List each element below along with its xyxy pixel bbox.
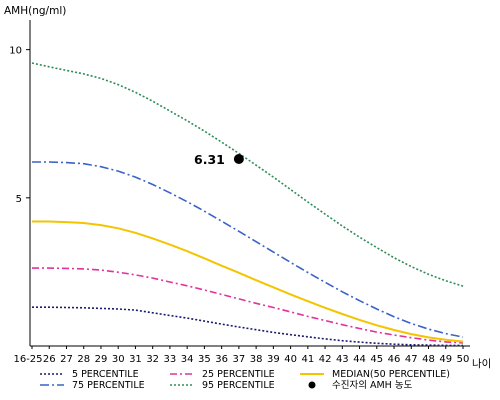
y-axis-title: AMH(ng/ml) xyxy=(4,5,66,17)
x-tick-label: 47 xyxy=(405,354,418,365)
x-tick-label: 32 xyxy=(146,354,159,365)
highlight-value-label: 6.31 xyxy=(194,152,225,167)
legend-label-3: 75 PERCENTILE xyxy=(72,380,145,391)
x-tick-label: 37 xyxy=(233,354,246,365)
x-tick-label: 45 xyxy=(370,354,383,365)
x-tick-label: 43 xyxy=(336,354,349,365)
x-tick-label: 27 xyxy=(60,354,73,365)
x-ticks: 16-25 26 27 28 29 30 31 32 33 34 35 36 37 38 39 40 41 42 4… xyxy=(13,346,469,365)
y-tick-label: 10 xyxy=(9,46,22,57)
highlight-point xyxy=(233,153,244,164)
series-line-1 xyxy=(32,267,464,344)
legend-label-2: MEDIAN(50 PERCENTILE) xyxy=(332,369,450,380)
x-tick-label: 44 xyxy=(353,354,366,365)
series-line-4 xyxy=(31,62,464,287)
legend-highlight-swatch xyxy=(308,381,316,389)
legend: 5 PERCENTILE 25 PERCENTILE MEDIAN(50 PERCE… xyxy=(40,369,450,391)
y-tick-label: 5 xyxy=(16,194,22,205)
x-tick-label: 48 xyxy=(422,354,435,365)
legend-label-1: 25 PERCENTILE xyxy=(202,369,275,380)
series-line-3 xyxy=(32,161,464,338)
x-tick-label: 30 xyxy=(112,354,125,365)
x-tick-label: 40 xyxy=(284,354,297,365)
x-tick-label: 42 xyxy=(319,354,332,365)
legend-label-0: 5 PERCENTILE xyxy=(72,369,139,380)
x-tick-label: 31 xyxy=(129,354,142,365)
x-tick-label: 16-25 xyxy=(13,354,42,365)
x-tick-label: 46 xyxy=(388,354,401,365)
legend-highlight-label: 수진자의 AMH 농도 xyxy=(332,380,413,391)
y-ticks: 5 10 xyxy=(9,46,30,205)
x-tick-label: 36 xyxy=(215,354,228,365)
legend-label-4: 95 PERCENTILE xyxy=(202,380,275,391)
series-line-0 xyxy=(32,306,463,347)
x-tick-label: 49 xyxy=(439,354,452,365)
series-lines xyxy=(31,62,464,347)
x-tick-label: 29 xyxy=(95,354,108,365)
x-tick-label: 33 xyxy=(164,354,177,365)
highlight-group: 6.31 xyxy=(194,152,244,167)
x-tick-label: 26 xyxy=(43,354,56,365)
x-tick-label: 38 xyxy=(250,354,263,365)
x-tick-label: 28 xyxy=(77,354,90,365)
x-tick-label: 35 xyxy=(198,354,211,365)
x-tick-label: 41 xyxy=(301,354,314,365)
x-tick-label: 39 xyxy=(267,354,280,365)
y-axis: AMH(ng/ml) xyxy=(4,5,66,346)
x-tick-label: 34 xyxy=(181,354,194,365)
x-axis-title: 나이 xyxy=(472,358,491,370)
x-tick-label: 50 xyxy=(457,354,470,365)
x-axis: 나이 xyxy=(30,345,491,370)
series-line-2 xyxy=(32,220,464,343)
